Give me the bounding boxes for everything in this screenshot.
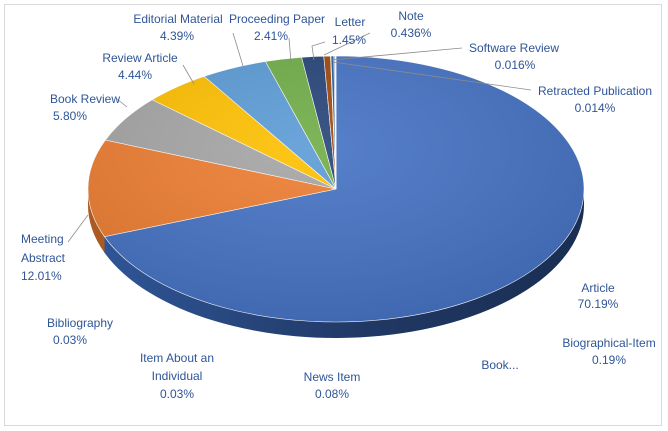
label-editorial-material-value: 4.39% [160, 29, 194, 43]
label-editorial-material-name: Editorial Material [133, 12, 222, 26]
leader-lines [67, 32, 532, 243]
label-news-item-name: News Item [304, 370, 361, 384]
label-book-truncated-name: Book... [481, 358, 518, 372]
label-note-value: 0.436% [391, 26, 432, 40]
label-biographical-item-name: Biographical-Item [562, 336, 655, 350]
label-bibliography-value: 0.03% [53, 333, 87, 347]
label-item-about-individual-value: 0.03% [160, 387, 194, 401]
leader-line-note [323, 32, 371, 56]
label-bibliography-name: Bibliography [47, 316, 113, 330]
label-letter-name: Letter [335, 15, 366, 29]
label-proceeding-paper-name: Proceeding Paper [229, 12, 325, 26]
label-article-name: Article [581, 281, 615, 295]
label-meeting-abstract-name-1: Meeting [21, 232, 64, 246]
pie-side-walls [88, 189, 584, 339]
label-review-article-name: Review Article [102, 51, 178, 65]
leader-line-proceeding-paper [288, 37, 292, 63]
label-meeting-abstract-name-2: Abstract [21, 251, 66, 265]
leader-line-software-review [330, 47, 463, 61]
label-letter-value: 1.45% [332, 33, 366, 47]
leader-line-editorial-material [232, 32, 244, 67]
leader-line-retracted [332, 61, 532, 91]
label-item-about-individual-name-1: Item About an [140, 351, 214, 365]
label-retracted-value: 0.014% [575, 101, 616, 115]
leader-line-review-article [182, 64, 195, 85]
label-book-review-value: 5.80% [53, 109, 87, 123]
label-item-about-individual-name-2: Individual [152, 369, 203, 383]
label-article-value: 70.19% [578, 297, 619, 311]
label-proceeding-paper-value: 2.41% [254, 29, 288, 43]
label-note-name: Note [398, 9, 424, 23]
label-software-review-name: Software Review [469, 41, 559, 55]
leader-line-meeting-abstract [67, 214, 89, 243]
pie-layer [87, 55, 585, 339]
label-book-review-name: Book Review [50, 92, 120, 106]
pie-shading [88, 56, 584, 322]
label-meeting-abstract-value: 12.01% [21, 269, 62, 283]
label-retracted-name: Retracted Publication [538, 84, 652, 98]
pie-side-meeting-abstract [88, 189, 105, 253]
leader-line-letter [311, 41, 326, 61]
label-biographical-item-value: 0.19% [592, 353, 626, 367]
leader-line-book-review [116, 98, 128, 108]
label-news-item-value: 0.08% [315, 387, 349, 401]
label-review-article-value: 4.44% [118, 68, 152, 82]
label-software-review-value: 0.016% [495, 58, 536, 72]
